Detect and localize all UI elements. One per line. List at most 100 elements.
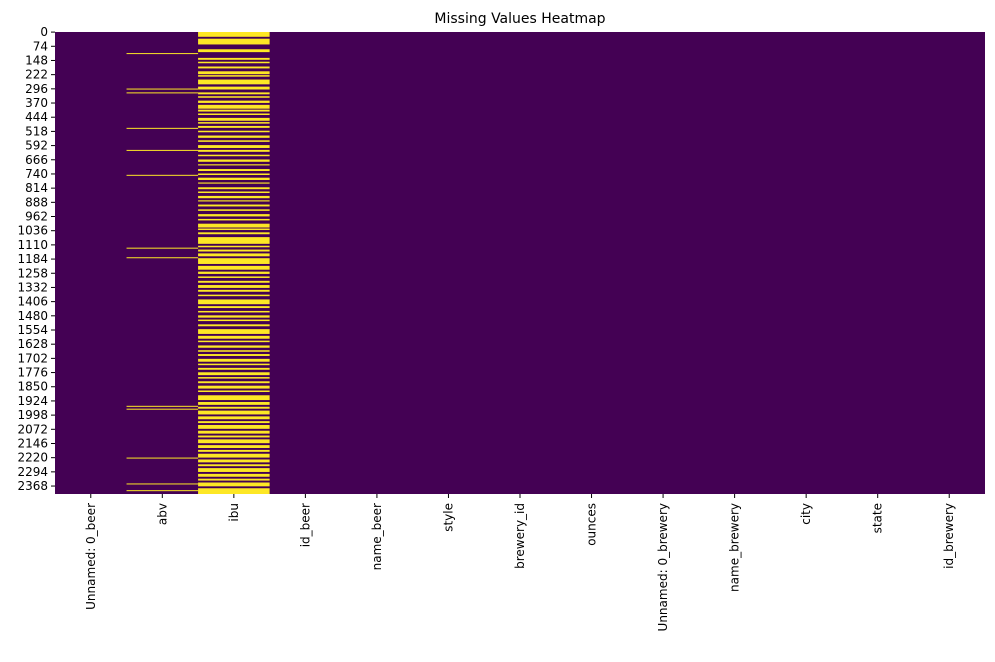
missing-cell-abv — [126, 490, 199, 492]
missing-cell-ibu — [198, 71, 270, 75]
y-tick-label: 222 — [25, 68, 48, 82]
missing-cell-ibu — [198, 169, 270, 171]
missing-cell-ibu — [198, 75, 270, 77]
missing-cell-ibu — [198, 200, 270, 202]
y-tick-label: 888 — [25, 195, 48, 209]
y-tick-label: 1184 — [17, 252, 48, 266]
missing-cell-ibu — [198, 306, 270, 309]
y-tick-label: 1998 — [17, 408, 48, 422]
missing-cell-ibu — [198, 57, 270, 60]
missing-cell-ibu — [198, 159, 270, 162]
missing-cell-ibu — [198, 209, 270, 211]
missing-cell-ibu — [198, 258, 270, 264]
missing-cell-ibu — [198, 285, 270, 288]
missing-cell-ibu — [198, 482, 270, 487]
missing-cell-ibu — [198, 79, 270, 85]
y-tick-label: 2220 — [17, 451, 48, 465]
missing-cell-ibu — [198, 358, 270, 362]
y-tick-label: 1332 — [17, 280, 48, 294]
y-tick-label: 1628 — [17, 337, 48, 351]
missing-cell-ibu — [198, 299, 270, 305]
missing-cell-ibu — [198, 319, 270, 322]
missing-cell-ibu — [198, 122, 270, 124]
y-tick-label: 2368 — [17, 479, 48, 493]
y-tick-label: 2294 — [17, 465, 48, 479]
missing-cell-ibu — [198, 173, 270, 176]
missing-cell-abv — [126, 53, 199, 55]
y-tick-label: 1702 — [17, 351, 48, 365]
missing-cell-ibu — [198, 237, 270, 244]
missing-cell-ibu — [198, 195, 270, 199]
missing-cell-ibu — [198, 265, 270, 270]
missing-cell-ibu — [198, 145, 270, 148]
x-tick-label: name_brewery — [728, 503, 742, 592]
missing-cell-ibu — [198, 177, 270, 180]
missing-cell-ibu — [198, 416, 270, 420]
missing-cell-ibu — [198, 340, 270, 343]
y-tick-label: 2072 — [17, 422, 48, 436]
missing-cell-ibu — [198, 335, 270, 339]
y-tick-label: 1258 — [17, 266, 48, 280]
missing-cell-ibu — [198, 249, 270, 252]
y-tick-label: 296 — [25, 82, 48, 96]
missing-cell-ibu — [198, 310, 270, 313]
missing-cell-ibu — [198, 61, 270, 64]
missing-cell-ibu — [198, 354, 270, 356]
missing-cell-ibu — [198, 289, 270, 292]
missing-cell-ibu — [198, 100, 270, 103]
missing-cell-ibu — [198, 149, 270, 152]
missing-cell-ibu — [198, 453, 270, 458]
missing-cell-ibu — [198, 445, 270, 448]
missing-cell-ibu — [198, 38, 270, 45]
chart-title: Missing Values Heatmap — [434, 11, 605, 27]
y-tick-label: 2146 — [17, 436, 48, 450]
missing-cell-ibu — [198, 395, 270, 401]
y-tick-label: 518 — [25, 124, 48, 138]
y-tick-label: 1036 — [17, 224, 48, 238]
missing-cell-ibu — [198, 140, 270, 142]
missing-cell-ibu — [198, 86, 270, 90]
missing-cell-ibu — [198, 401, 270, 405]
missing-cell-abv — [126, 408, 199, 410]
missing-cell-ibu — [198, 245, 270, 248]
y-tick-label: 592 — [25, 139, 48, 153]
missing-cell-ibu — [198, 117, 270, 121]
missing-cell-ibu — [198, 473, 270, 477]
y-tick-label: 370 — [25, 96, 48, 110]
y-tick-label: 1406 — [17, 295, 48, 309]
missing-cell-ibu — [198, 424, 270, 429]
x-tick-label: id_beer — [298, 503, 312, 547]
y-tick-label: 740 — [25, 167, 48, 181]
missing-cell-ibu — [198, 228, 270, 231]
missing-cell-ibu — [198, 276, 270, 278]
missing-cell-ibu — [198, 390, 270, 393]
missing-cell-ibu — [198, 109, 270, 112]
missing-cell-abv — [126, 127, 199, 129]
missing-cell-abv — [126, 483, 199, 485]
missing-cell-ibu — [198, 271, 270, 274]
x-tick-label: id_brewery — [942, 503, 956, 569]
missing-cell-abv — [126, 257, 199, 259]
missing-cell-ibu — [198, 435, 270, 438]
plot-area — [55, 32, 985, 494]
x-tick-label: state — [871, 503, 885, 533]
missing-cell-ibu — [198, 92, 270, 95]
missing-cell-ibu — [198, 329, 270, 334]
missing-cell-ibu — [198, 377, 270, 379]
missing-cell-ibu — [198, 253, 270, 257]
y-tick-label: 666 — [25, 153, 48, 167]
missing-cell-ibu — [198, 459, 270, 463]
missing-cell-ibu — [198, 488, 270, 494]
missing-cell-ibu — [198, 410, 270, 415]
missing-cell-ibu — [198, 350, 270, 352]
missing-cell-ibu — [198, 385, 270, 389]
x-tick-label: ounces — [585, 503, 599, 546]
missing-cell-ibu — [198, 182, 270, 184]
missing-cell-ibu — [198, 125, 270, 128]
y-tick-label: 1480 — [17, 309, 48, 323]
x-tick-label: ibu — [227, 503, 241, 522]
missing-cell-abv — [126, 88, 199, 90]
x-tick-label: name_beer — [370, 503, 384, 570]
missing-cell-ibu — [198, 324, 270, 327]
missing-cell-ibu — [198, 478, 270, 481]
